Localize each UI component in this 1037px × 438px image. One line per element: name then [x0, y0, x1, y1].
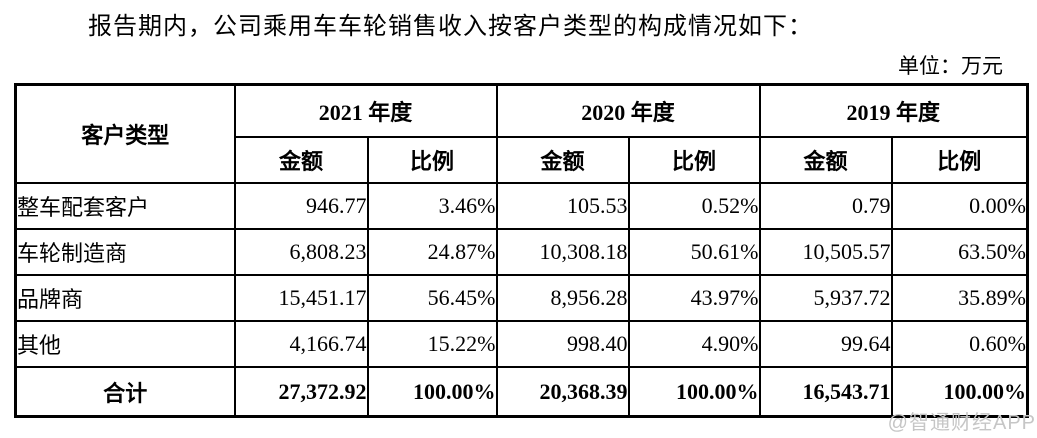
total-cell-amount: 20,368.39 [495, 366, 630, 418]
total-cell-ratio: 100.00% [890, 366, 1029, 418]
cell-amount: 15,451.17 [233, 274, 369, 322]
cell-ratio: 4.90% [627, 320, 761, 368]
cell-amount: 5,937.72 [758, 274, 893, 322]
cell-amount: 0.79 [758, 182, 893, 230]
year-header-2020: 2020 年度 [495, 83, 761, 138]
cell-amount: 8,956.28 [495, 274, 630, 322]
total-cell-amount: 16,543.71 [758, 366, 893, 418]
total-cell-ratio: 100.00% [627, 366, 761, 418]
cell-amount: 99.64 [758, 320, 893, 368]
total-cell-amount: 27,372.92 [233, 366, 369, 418]
subheader-amount-2021: 金额 [233, 136, 369, 184]
cell-ratio: 0.52% [627, 182, 761, 230]
cell-ratio: 56.45% [366, 274, 498, 322]
subheader-ratio-2020: 比例 [627, 136, 761, 184]
cell-amount: 6,808.23 [233, 228, 369, 276]
table-row: 整车配套客户 946.77 3.46% 105.53 0.52% 0.79 0.… [14, 182, 1029, 230]
subheader-amount-2019: 金额 [758, 136, 893, 184]
row-label: 品牌商 [14, 274, 236, 322]
table-row: 其他 4,166.74 15.22% 998.40 4.90% 99.64 0.… [14, 320, 1029, 368]
table-row: 车轮制造商 6,808.23 24.87% 10,308.18 50.61% 1… [14, 228, 1029, 276]
cell-amount: 105.53 [495, 182, 630, 230]
year-header-2019: 2019 年度 [758, 83, 1029, 138]
cell-amount: 4,166.74 [233, 320, 369, 368]
cell-amount: 10,505.57 [758, 228, 893, 276]
cell-ratio: 63.50% [890, 228, 1029, 276]
year-header-2021: 2021 年度 [233, 83, 498, 138]
subheader-amount-2020: 金额 [495, 136, 630, 184]
total-row: 合计 27,372.92 100.00% 20,368.39 100.00% 1… [14, 366, 1029, 418]
cell-ratio: 3.46% [366, 182, 498, 230]
cell-ratio: 0.60% [890, 320, 1029, 368]
revenue-by-customer-type-table: 客户类型 2021 年度 2020 年度 2019 年度 金额 比例 金额 比例… [14, 83, 1029, 418]
cell-ratio: 43.97% [627, 274, 761, 322]
row-label: 车轮制造商 [14, 228, 236, 276]
cell-ratio: 24.87% [366, 228, 498, 276]
cell-amount: 998.40 [495, 320, 630, 368]
corner-header-customer-type: 客户类型 [14, 83, 236, 184]
watermark: @智通财经APP [887, 412, 1036, 434]
subheader-ratio-2019: 比例 [890, 136, 1029, 184]
total-row-label: 合计 [14, 366, 236, 418]
unit-label: 单位：万元 [898, 54, 1003, 78]
row-label: 整车配套客户 [14, 182, 236, 230]
cell-ratio: 15.22% [366, 320, 498, 368]
table-row: 品牌商 15,451.17 56.45% 8,956.28 43.97% 5,9… [14, 274, 1029, 322]
total-cell-ratio: 100.00% [366, 366, 498, 418]
cell-amount: 10,308.18 [495, 228, 630, 276]
cell-amount: 946.77 [233, 182, 369, 230]
cell-ratio: 50.61% [627, 228, 761, 276]
cell-ratio: 35.89% [890, 274, 1029, 322]
year-header-row: 客户类型 2021 年度 2020 年度 2019 年度 [14, 83, 1029, 184]
subheader-ratio-2021: 比例 [366, 136, 498, 184]
cell-ratio: 0.00% [890, 182, 1029, 230]
row-label: 其他 [14, 320, 236, 368]
page-title: 报告期内，公司乘用车车轮销售收入按客户类型的构成情况如下： [88, 14, 813, 40]
subheader-row: 金额 比例 金额 比例 金额 比例 [16, 136, 1029, 184]
